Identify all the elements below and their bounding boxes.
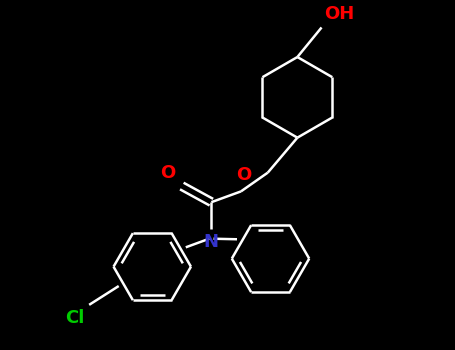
Text: Cl: Cl [66,309,85,327]
Text: O: O [160,164,175,182]
Text: N: N [204,233,219,251]
Text: OH: OH [324,5,354,23]
Text: O: O [236,166,251,184]
